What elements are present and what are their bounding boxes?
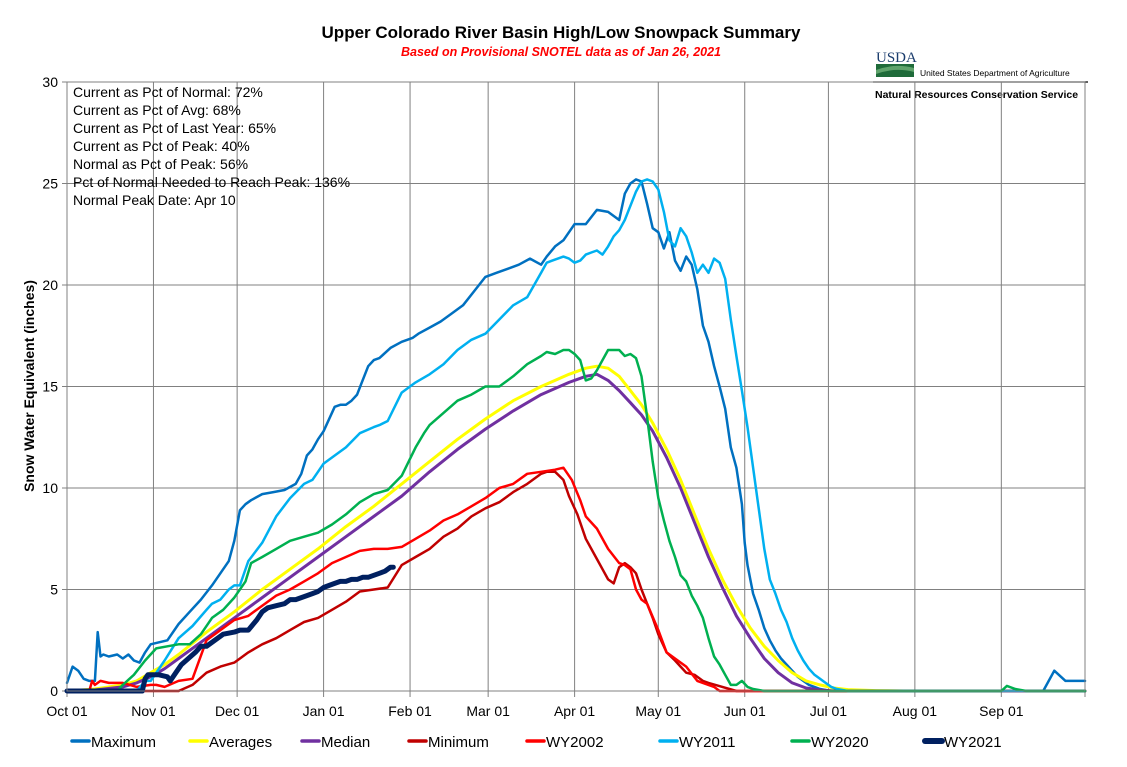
usda-logo-hills-icon [876, 65, 914, 74]
stat-pct-of-peak: Current as Pct of Peak: 40% [73, 138, 250, 154]
stat-pct-of-normal: Current as Pct of Normal: 72% [73, 84, 263, 100]
x-tick-label: Jun 01 [724, 703, 766, 719]
series-line-wy2011 [65, 178, 1087, 693]
series-line-wy2002 [65, 466, 1087, 693]
y-tick-label: 10 [42, 480, 58, 496]
legend-label-wy2020: WY2020 [811, 734, 869, 751]
y-axis-label: Snow Water Equivalent (inches) [21, 280, 37, 492]
x-tick-label: Jan 01 [303, 703, 345, 719]
stat-normal-peak-date: Normal Peak Date: Apr 10 [73, 192, 236, 208]
x-tick-label: Mar 01 [466, 703, 510, 719]
series-line-averages [65, 364, 1087, 693]
x-tick-label: Oct 01 [46, 703, 87, 719]
x-tick-label: Nov 01 [131, 703, 176, 719]
legend-label-wy2011: WY2011 [679, 734, 735, 751]
stat-pct-of-last-year: Current as Pct of Last Year: 65% [73, 120, 276, 136]
x-axis-ticks: Oct 01 Nov 01 Dec 01 Jan 01 Feb 01 Mar 01 Apr … [46, 691, 1086, 719]
nrcs-agency-name: Natural Resources Conservation Service [875, 89, 1078, 101]
y-tick-label: 25 [42, 176, 58, 192]
chart-title: Upper Colorado River Basin High/Low Snow… [322, 23, 801, 42]
stat-pct-needed-to-peak: Pct of Normal Needed to Reach Peak: 136% [73, 174, 350, 190]
y-tick-label: 15 [42, 379, 58, 395]
y-axis-ticks: 0 5 10 15 20 25 30 [42, 74, 67, 699]
series-lines [64, 178, 1087, 694]
legend: Maximum Averages Median Minimum WY2002 WY2011… [70, 734, 1002, 751]
usda-logo-abbrev: USDA [876, 50, 917, 66]
legend-label-median: Median [321, 734, 370, 751]
x-tick-label: Sep 01 [979, 703, 1024, 719]
x-tick-label: Feb 01 [388, 703, 432, 719]
x-tick-label: Dec 01 [215, 703, 260, 719]
x-tick-label: Jul 01 [810, 703, 848, 719]
y-tick-label: 0 [50, 683, 58, 699]
series-line-wy2021 [64, 564, 396, 694]
y-tick-label: 20 [42, 277, 58, 293]
plot-area-frame [66, 81, 1086, 692]
usda-department-name: United States Department of Agriculture [920, 68, 1070, 78]
x-tick-label: Apr 01 [554, 703, 595, 719]
stat-normal-pct-of-peak: Normal as Pct of Peak: 56% [73, 156, 248, 172]
y-tick-label: 30 [42, 74, 58, 90]
chart-subtitle: Based on Provisional SNOTEL data as of J… [401, 45, 721, 59]
stat-pct-of-avg: Current as Pct of Avg: 68% [73, 102, 241, 118]
stats-block: Current as Pct of Normal: 72% Current as… [73, 84, 350, 208]
series-line-wy2020 [65, 348, 1087, 693]
legend-label-wy2021: WY2021 [944, 734, 1002, 751]
legend-label-maximum: Maximum [91, 734, 156, 751]
usda-logo: USDA United States Department of Agricul… [873, 50, 1088, 101]
series-line-median [65, 372, 1087, 693]
x-tick-label: May 01 [635, 703, 681, 719]
legend-label-minimum: Minimum [428, 734, 489, 751]
x-tick-label: Aug 01 [893, 703, 938, 719]
y-tick-label: 5 [50, 582, 58, 598]
legend-label-averages: Averages [209, 734, 272, 751]
legend-label-wy2002: WY2002 [546, 734, 604, 751]
